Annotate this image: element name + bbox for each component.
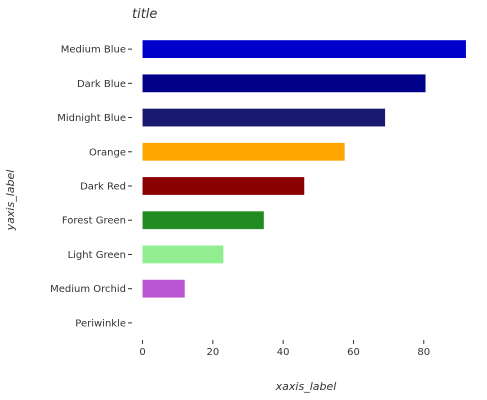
bar-dark-red: [142, 177, 305, 195]
x-tick-label: 40: [277, 347, 290, 358]
bar-light-green: [142, 245, 224, 264]
y-tick-label-medium-orchid: Medium Orchid: [50, 284, 126, 295]
y-tick-label-midnight-blue: Midnight Blue: [57, 113, 126, 124]
x-tick-label: 20: [206, 347, 219, 358]
y-tick-label-orange: Orange: [89, 147, 126, 158]
bar-midnight-blue: [142, 108, 386, 127]
x-tick-label: 0: [139, 347, 145, 358]
y-axis-label: yaxis_label: [4, 170, 17, 232]
y-tick-label-medium-blue: Medium Blue: [61, 45, 126, 56]
y-tick-label-light-green: Light Green: [68, 250, 126, 261]
bar-orange: [142, 142, 345, 161]
y-tick-label-forest-green: Forest Green: [62, 216, 126, 227]
bar-dark-blue: [142, 74, 426, 93]
bar-medium-orchid: [142, 279, 185, 298]
bars-group: [142, 40, 466, 298]
y-tick-labels: Periwinkle Medium Orchid Light Green Forest…: [50, 45, 132, 329]
chart-title: title: [132, 7, 157, 22]
x-ticks: 0 20 40 60 80: [139, 340, 430, 358]
x-tick-label: 60: [347, 347, 360, 358]
y-tick-label-periwinkle: Periwinkle: [75, 318, 126, 329]
bar-medium-blue: [142, 40, 466, 59]
x-tick-label: 80: [417, 347, 430, 358]
y-tick-label-dark-red: Dark Red: [80, 182, 126, 193]
x-axis-label: xaxis_label: [275, 380, 337, 393]
bar-forest-green: [142, 211, 264, 230]
y-tick-label-dark-blue: Dark Blue: [77, 79, 126, 90]
